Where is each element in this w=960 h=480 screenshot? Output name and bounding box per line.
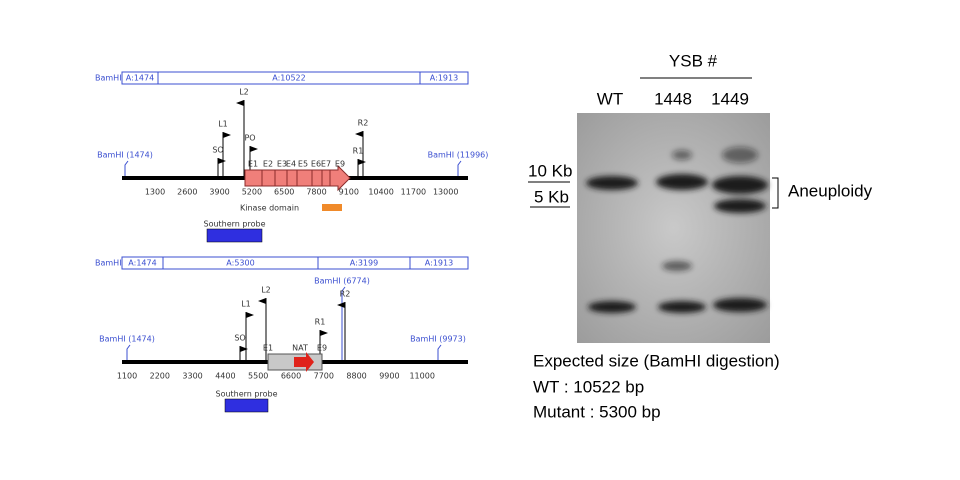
site-mark	[341, 286, 346, 360]
primer-flag	[258, 298, 266, 304]
primer-flag	[218, 158, 226, 164]
site-label: BamHI (6774)	[314, 277, 370, 286]
exon-label: E1	[263, 344, 273, 353]
fragment-label: A:5300	[226, 259, 254, 268]
probe	[206, 228, 263, 243]
fragment-label: A:10522	[272, 74, 305, 83]
kinase-label: Kinase domain	[240, 204, 299, 213]
primer-flag	[240, 346, 248, 352]
site-label: BamHI (9973)	[410, 335, 466, 344]
fragment-label: A:1913	[430, 74, 458, 83]
tick-label: 4400	[215, 372, 235, 381]
exon-label: E7	[321, 160, 331, 169]
exon-label: E2	[263, 160, 273, 169]
tick-label: 10400	[368, 188, 393, 197]
tick-label: 3900	[209, 188, 229, 197]
marker-label: 5 Kb	[534, 187, 569, 206]
probe-label: Southern probe	[215, 390, 277, 399]
exon-label: E4	[286, 160, 296, 169]
tick-label: 2200	[150, 372, 170, 381]
primer-label: SO	[212, 146, 223, 155]
fragment-label: BamHI	[95, 259, 122, 268]
exon-label: E6	[311, 160, 321, 169]
primer-label: L1	[218, 120, 228, 129]
site-label: BamHI (1474)	[99, 335, 155, 344]
probe	[224, 398, 269, 413]
primer-label: L2	[261, 286, 271, 295]
primer-flag	[223, 132, 231, 138]
tick-label: 3300	[182, 372, 202, 381]
primer-flag	[355, 131, 363, 137]
tick-label: 13000	[433, 188, 458, 197]
primer-flag	[337, 302, 345, 308]
caption-line: WT : 10522 bp	[533, 377, 644, 396]
probe-label: Southern probe	[203, 220, 265, 229]
primer-label: R1	[315, 318, 326, 327]
primer-flag	[358, 159, 366, 165]
primer-flag	[320, 330, 328, 336]
group-label: YSB #	[669, 51, 718, 70]
fragment-label: BamHI	[95, 74, 122, 83]
site-label: BamHI (11996)	[428, 151, 489, 160]
primer-label: R1	[353, 147, 364, 156]
caption-line: Mutant : 5300 bp	[533, 402, 661, 421]
annotation: Aneuploidy	[788, 181, 873, 200]
tick-label: 7700	[314, 372, 334, 381]
primer-label: PO	[244, 134, 255, 143]
site-mark	[126, 344, 131, 360]
tick-label: 1300	[145, 188, 165, 197]
bracket	[772, 177, 779, 209]
exon-label: E9	[317, 344, 327, 353]
primer-label: SO	[234, 334, 245, 343]
exon-label: NAT	[292, 344, 308, 353]
lane-label: 1449	[711, 89, 749, 108]
exon-label: E3	[277, 160, 287, 169]
site-mark	[437, 344, 442, 360]
tick-label: 6500	[274, 188, 294, 197]
primer-flag	[236, 100, 244, 106]
fragment-label: A:1474	[126, 74, 154, 83]
primer-label: L1	[241, 300, 251, 309]
marker-label: 10 Kb	[528, 161, 572, 180]
primer-label: L2	[239, 88, 249, 97]
caption-line: Expected size (BamHI digestion)	[533, 351, 780, 370]
gel-bands	[586, 147, 768, 313]
site-mark	[124, 160, 129, 176]
primer-label: R2	[358, 119, 369, 128]
tick-label: 2600	[177, 188, 197, 197]
exon-label: E1	[248, 160, 258, 169]
primer-flag	[250, 146, 258, 152]
exon-label: E9	[335, 160, 345, 169]
lane-label: WT	[597, 89, 623, 108]
primer-flag	[246, 312, 254, 318]
primer-label: R2	[340, 290, 351, 299]
lane-label: 1448	[654, 89, 692, 108]
site-label: BamHI (1474)	[97, 151, 153, 160]
fragment	[419, 71, 469, 85]
tick-label: 9900	[379, 372, 399, 381]
tick-label: 11700	[401, 188, 426, 197]
fragment-label: A:1913	[425, 259, 453, 268]
tick-label: 1100	[117, 372, 137, 381]
tick-label: 7800	[306, 188, 326, 197]
tick-label: 9100	[339, 188, 359, 197]
tick-label: 8800	[346, 372, 366, 381]
tick-label: 5200	[242, 188, 262, 197]
tick-label: 5500	[248, 372, 268, 381]
kinase-domain	[322, 204, 342, 211]
tick-label: 6600	[281, 372, 301, 381]
site-mark	[457, 160, 462, 176]
fragment-label: A:3199	[350, 259, 378, 268]
exon-label: E5	[298, 160, 308, 169]
nat-gene	[294, 352, 314, 372]
tick-label: 11000	[409, 372, 434, 381]
fragment	[409, 256, 469, 270]
fragment-label: A:1474	[128, 259, 156, 268]
